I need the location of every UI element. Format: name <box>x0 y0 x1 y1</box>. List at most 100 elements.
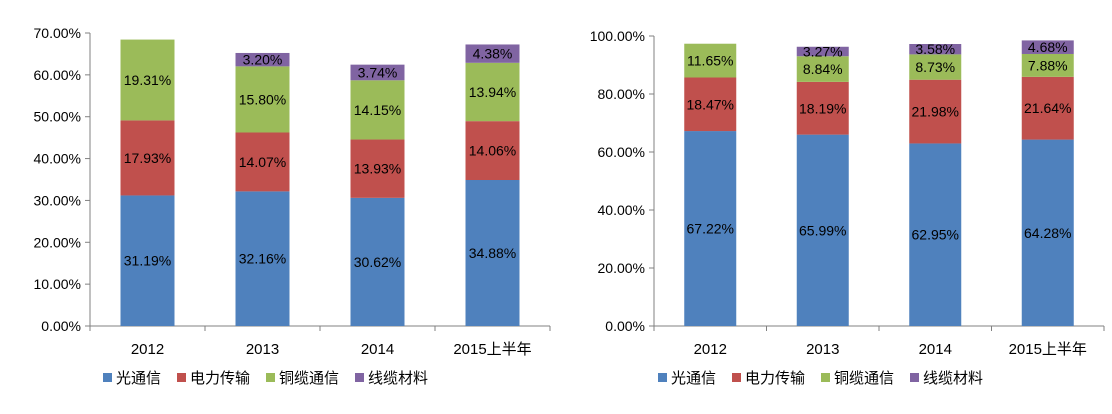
chart1-bar-optical <box>465 180 520 326</box>
chart1-y-tick-label: 20.00% <box>34 234 81 250</box>
chart2-bar-material <box>1021 40 1074 54</box>
chart1-data-label-copper: 19.31% <box>124 72 171 88</box>
chart1-x-tick-label: 2015上半年 <box>453 341 531 358</box>
chart1-bar-optical <box>120 195 175 326</box>
chart2-x-tick-label: 2013 <box>806 341 839 358</box>
chart1-data-label-material: 3.20% <box>243 52 283 68</box>
chart1-y-tick-label: 50.00% <box>34 109 81 125</box>
chart2-legend-swatch-power <box>732 373 741 382</box>
chart2-y-tick-label: 80.00% <box>598 86 645 102</box>
chart1-y-tick-label: 0.00% <box>41 318 81 334</box>
chart1-y-tick-label: 40.00% <box>34 151 81 167</box>
chart1-bar-power <box>350 139 405 198</box>
chart1-y-tick-label: 10.00% <box>34 276 81 292</box>
chart1-data-label-copper: 13.94% <box>469 84 516 100</box>
chart2-data-label-power: 18.19% <box>799 100 846 116</box>
chart2-data-label-copper: 7.88% <box>1028 57 1068 73</box>
chart1-data-label-copper: 15.80% <box>239 91 286 107</box>
chart2-y-tick-label: 20.00% <box>598 260 645 276</box>
chart1-y-tick-label: 60.00% <box>34 67 81 83</box>
chart2-y-tick-label: 60.00% <box>598 144 645 160</box>
chart2-bar-copper <box>684 43 737 78</box>
chart1-bar-material <box>350 64 405 81</box>
chart2-data-label-optical: 65.99% <box>799 222 846 238</box>
chart1-bar-optical <box>350 197 405 326</box>
chart2-x-tick-label: 2014 <box>919 341 952 358</box>
chart1-legend-swatch-power <box>177 373 186 382</box>
chart2-y-tick-label: 0.00% <box>605 318 645 334</box>
chart1-data-label-copper: 14.15% <box>354 102 401 118</box>
chart1-bar-copper <box>350 80 405 140</box>
chart2-data-label-material: 3.58% <box>915 41 955 57</box>
chart1-data-label-power: 13.93% <box>354 161 401 177</box>
chart1-legend-label-power: 电力传输 <box>190 370 250 387</box>
chart1-data-label-optical: 30.62% <box>354 254 401 270</box>
chart1-data-label-material: 4.38% <box>473 46 513 62</box>
chart2-data-label-power: 21.98% <box>912 104 959 120</box>
chart2-bar-material <box>796 46 849 57</box>
chart1-y-tick-label: 30.00% <box>34 192 81 208</box>
chart2-data-label-optical: 64.28% <box>1024 225 1071 241</box>
chart2-bar-optical <box>1021 139 1074 326</box>
chart2-data-label-material: 4.68% <box>1028 39 1068 55</box>
chart2-data-label-optical: 62.95% <box>912 227 959 243</box>
chart1-bar-copper <box>120 39 175 121</box>
chart1-bar-copper <box>465 62 520 122</box>
chart2-bar-material <box>909 44 962 55</box>
chart1-data-label-optical: 32.16% <box>239 251 286 267</box>
chart2-data-label-material: 3.27% <box>803 44 843 60</box>
chart2-legend-label-material: 线缆材料 <box>923 370 983 387</box>
chart1-data-label-power: 14.07% <box>239 154 286 170</box>
chart1-legend-swatch-material <box>355 373 364 382</box>
chart1-legend-label-optical: 光通信 <box>116 370 161 387</box>
chart2-bar-optical <box>909 143 962 326</box>
chart1-legend-label-copper: 铜缆通信 <box>279 370 339 387</box>
chart1-bar-optical <box>235 191 290 326</box>
chart2-data-label-copper: 11.65% <box>687 53 733 69</box>
chart2-bar-copper <box>1021 53 1074 77</box>
chart1-x-tick-label: 2014 <box>361 341 394 358</box>
chart1-data-label-power: 17.93% <box>124 150 171 166</box>
chart2-data-label-optical: 67.22% <box>687 221 734 237</box>
chart1-legend-swatch-copper <box>266 373 275 382</box>
chart1-x-tick-label: 2013 <box>246 341 279 358</box>
chart2-x-tick-label: 2015上半年 <box>1009 341 1087 358</box>
chart1-bar-material <box>235 52 290 67</box>
chart2-legend-swatch-material <box>910 373 919 382</box>
chart2-legend-swatch-optical <box>658 373 667 382</box>
chart1-y-tick-label: 70.00% <box>34 25 81 41</box>
chart2-legend-label-optical: 光通信 <box>671 370 716 387</box>
chart2-legend-label-power: 电力传输 <box>745 370 805 387</box>
chart2-data-label-copper: 8.73% <box>915 59 955 75</box>
chart2-data-label-copper: 8.84% <box>803 61 843 77</box>
chart1-bar-power <box>120 120 175 196</box>
chart2-bar-copper <box>909 54 962 80</box>
chart1-bar-power <box>235 132 290 192</box>
chart1-data-label-optical: 31.19% <box>124 253 171 269</box>
chart1-x-tick-label: 2012 <box>131 341 164 358</box>
chart2-legend-label-copper: 铜缆通信 <box>834 370 894 387</box>
chart2-bar-power <box>796 81 849 135</box>
chart2-bar-power <box>909 79 962 144</box>
chart2-bar-optical <box>796 134 849 326</box>
chart2-legend-swatch-copper <box>821 373 830 382</box>
chart1-legend-label-material: 线缆材料 <box>368 370 428 387</box>
chart2-y-tick-label: 100.00% <box>590 28 645 44</box>
chart2-bar-copper <box>796 56 849 82</box>
chart2-bar-power <box>1021 76 1074 140</box>
chart1-bar-material <box>465 44 520 63</box>
chart2-y-tick-label: 40.00% <box>598 202 645 218</box>
chart1-data-label-power: 14.06% <box>469 143 516 159</box>
chart1-legend-swatch-optical <box>103 373 112 382</box>
chart2-data-label-power: 21.64% <box>1024 100 1071 116</box>
chart2-x-tick-label: 2012 <box>694 341 727 358</box>
chart2-data-label-power: 18.47% <box>687 96 734 112</box>
chart1-data-label-material: 3.74% <box>358 64 398 80</box>
chart2-bar-optical <box>684 131 737 326</box>
chart2-bar-power <box>684 77 737 132</box>
chart1-bar-copper <box>235 66 290 133</box>
chart1-data-label-optical: 34.88% <box>469 245 516 261</box>
chart1-bar-power <box>465 121 520 181</box>
